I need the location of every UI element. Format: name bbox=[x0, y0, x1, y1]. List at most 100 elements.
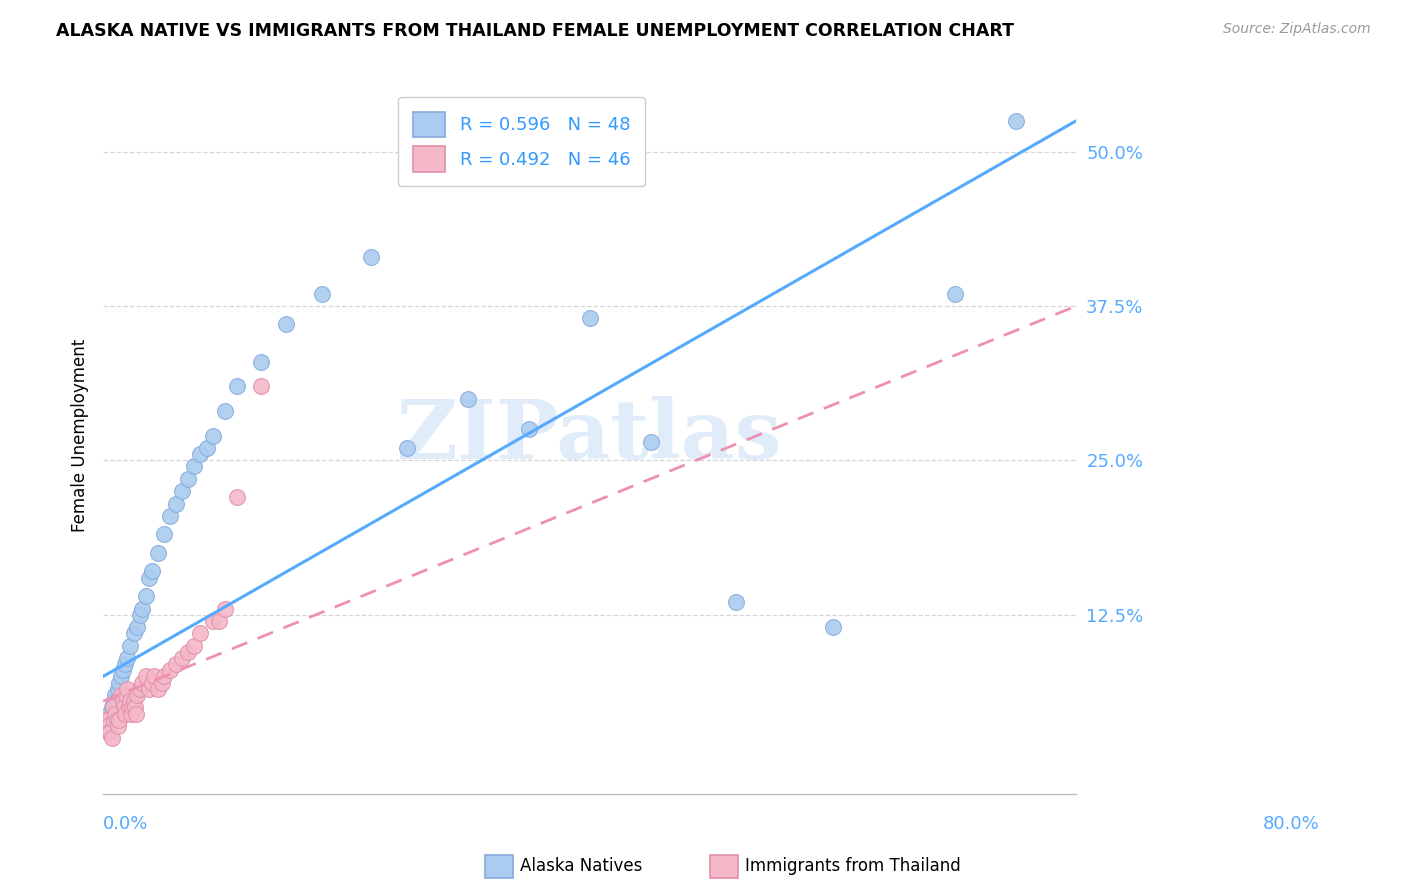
Point bbox=[153, 669, 176, 683]
Point bbox=[111, 663, 134, 677]
Point bbox=[107, 719, 129, 733]
Point bbox=[250, 379, 273, 393]
Point bbox=[195, 441, 218, 455]
Point bbox=[98, 725, 121, 739]
Point bbox=[118, 639, 141, 653]
Point bbox=[190, 626, 212, 640]
Point bbox=[105, 713, 128, 727]
Point bbox=[201, 428, 224, 442]
Point bbox=[121, 700, 143, 714]
Point bbox=[110, 669, 132, 683]
Point bbox=[103, 694, 125, 708]
Point bbox=[141, 565, 163, 579]
Point bbox=[100, 700, 122, 714]
Point bbox=[146, 546, 169, 560]
Text: ALASKA NATIVE VS IMMIGRANTS FROM THAILAND FEMALE UNEMPLOYMENT CORRELATION CHART: ALASKA NATIVE VS IMMIGRANTS FROM THAILAN… bbox=[56, 22, 1014, 40]
Point bbox=[159, 663, 181, 677]
Point bbox=[128, 607, 150, 622]
Point bbox=[97, 725, 120, 739]
Point bbox=[943, 286, 966, 301]
Point bbox=[360, 250, 382, 264]
Point bbox=[135, 589, 157, 603]
Point bbox=[250, 354, 273, 368]
Point bbox=[94, 713, 117, 727]
Point bbox=[104, 706, 127, 721]
Point bbox=[153, 527, 176, 541]
Text: Source: ZipAtlas.com: Source: ZipAtlas.com bbox=[1223, 22, 1371, 37]
Point bbox=[457, 392, 479, 406]
Point bbox=[141, 675, 163, 690]
Point bbox=[172, 651, 194, 665]
Point bbox=[172, 484, 194, 499]
Point bbox=[274, 318, 297, 332]
Point bbox=[98, 706, 121, 721]
Point bbox=[183, 639, 205, 653]
Y-axis label: Female Unemployment: Female Unemployment bbox=[72, 339, 89, 533]
Point bbox=[724, 595, 747, 609]
Point bbox=[125, 706, 148, 721]
Point bbox=[118, 694, 141, 708]
Text: ZIPatlas: ZIPatlas bbox=[396, 396, 783, 475]
Point bbox=[104, 688, 127, 702]
Point bbox=[120, 706, 142, 721]
Point bbox=[177, 645, 200, 659]
Point bbox=[159, 508, 181, 523]
Point bbox=[143, 669, 166, 683]
Point bbox=[208, 614, 231, 628]
Point bbox=[110, 688, 132, 702]
Point bbox=[165, 497, 187, 511]
Point bbox=[138, 571, 160, 585]
Point bbox=[131, 601, 153, 615]
Point bbox=[114, 657, 136, 672]
Point bbox=[1004, 113, 1026, 128]
Point bbox=[183, 459, 205, 474]
Point bbox=[122, 626, 145, 640]
Point bbox=[226, 379, 249, 393]
Point bbox=[101, 713, 124, 727]
Point bbox=[117, 651, 139, 665]
Point bbox=[517, 422, 540, 436]
Point bbox=[311, 286, 333, 301]
Point bbox=[135, 669, 157, 683]
Point bbox=[177, 472, 200, 486]
Point bbox=[127, 688, 149, 702]
Point bbox=[128, 681, 150, 696]
Point bbox=[127, 620, 149, 634]
Legend: R = 0.596   N = 48, R = 0.492   N = 46: R = 0.596 N = 48, R = 0.492 N = 46 bbox=[398, 97, 645, 186]
Point bbox=[108, 713, 131, 727]
Point bbox=[111, 694, 134, 708]
Point bbox=[100, 725, 122, 739]
Point bbox=[115, 688, 138, 702]
Point bbox=[131, 675, 153, 690]
Point bbox=[114, 706, 136, 721]
Point bbox=[118, 700, 141, 714]
Point bbox=[150, 675, 173, 690]
Point bbox=[117, 681, 139, 696]
Point bbox=[214, 404, 236, 418]
Text: 0.0%: 0.0% bbox=[103, 815, 149, 833]
Text: Immigrants from Thailand: Immigrants from Thailand bbox=[745, 857, 960, 875]
Point bbox=[226, 491, 249, 505]
Point bbox=[640, 434, 662, 449]
Text: Alaska Natives: Alaska Natives bbox=[520, 857, 643, 875]
Point bbox=[103, 713, 125, 727]
Point bbox=[214, 601, 236, 615]
Point bbox=[578, 311, 600, 326]
Point bbox=[108, 675, 131, 690]
Point bbox=[124, 700, 146, 714]
Point bbox=[96, 713, 118, 727]
Point bbox=[100, 731, 122, 746]
Point bbox=[138, 681, 160, 696]
Point bbox=[190, 447, 212, 461]
Point bbox=[122, 694, 145, 708]
Text: 80.0%: 80.0% bbox=[1263, 815, 1320, 833]
Point bbox=[396, 441, 419, 455]
Point bbox=[823, 620, 845, 634]
Point bbox=[97, 719, 120, 733]
Point bbox=[100, 719, 122, 733]
Point bbox=[101, 700, 124, 714]
Point bbox=[105, 694, 128, 708]
Point bbox=[96, 713, 118, 727]
Point bbox=[201, 614, 224, 628]
Point bbox=[107, 681, 129, 696]
